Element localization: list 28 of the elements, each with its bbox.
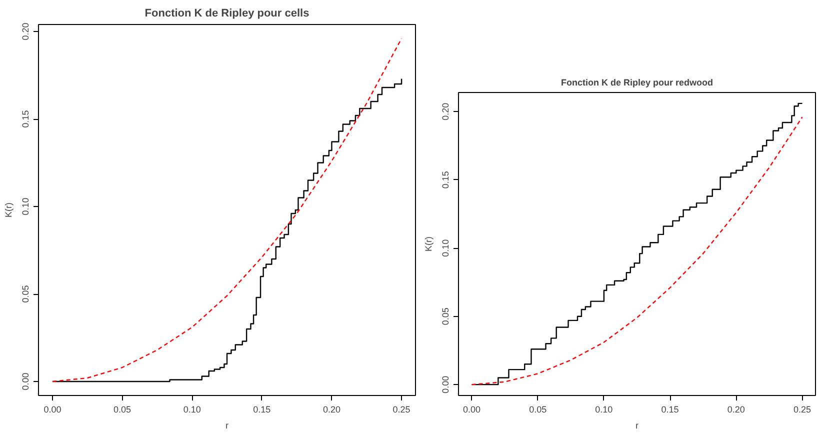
y-axis-title: K(r) (424, 236, 434, 252)
x-axis-title: r (226, 420, 228, 430)
x-tick-label: 0.10 (183, 404, 201, 414)
x-tick-label: 0.15 (661, 404, 679, 414)
y-tick-label: 0.10 (20, 198, 30, 216)
x-tick-label: 0.25 (392, 404, 410, 414)
x-tick-label: 0.00 (44, 404, 62, 414)
y-tick-label: 0.10 (440, 239, 450, 257)
y-tick-label: 0.05 (440, 308, 450, 326)
chart-title: Fonction K de Ripley pour redwood (561, 78, 713, 88)
x-tick-label: 0.20 (322, 404, 340, 414)
y-tick-label: 0.20 (20, 22, 30, 40)
chart-title: Fonction K de Ripley pour cells (144, 8, 310, 20)
y-tick-label: 0.00 (20, 372, 30, 390)
y-tick-label: 0.15 (440, 171, 450, 189)
y-tick-label: 0.05 (20, 285, 30, 303)
x-tick-label: 0.20 (727, 404, 745, 414)
x-tick-label: 0.10 (595, 404, 613, 414)
x-tick-label: 0.05 (114, 404, 132, 414)
x-tick-label: 0.00 (462, 404, 480, 414)
y-tick-label: 0.00 (440, 376, 450, 394)
x-axis-title: r (636, 420, 638, 430)
y-tick-label: 0.20 (440, 102, 450, 120)
x-tick-label: 0.05 (529, 404, 547, 414)
x-tick-label: 0.15 (253, 404, 271, 414)
y-axis-title: K(r) (4, 202, 14, 218)
x-tick-label: 0.25 (794, 404, 812, 414)
y-tick-label: 0.15 (20, 110, 30, 128)
